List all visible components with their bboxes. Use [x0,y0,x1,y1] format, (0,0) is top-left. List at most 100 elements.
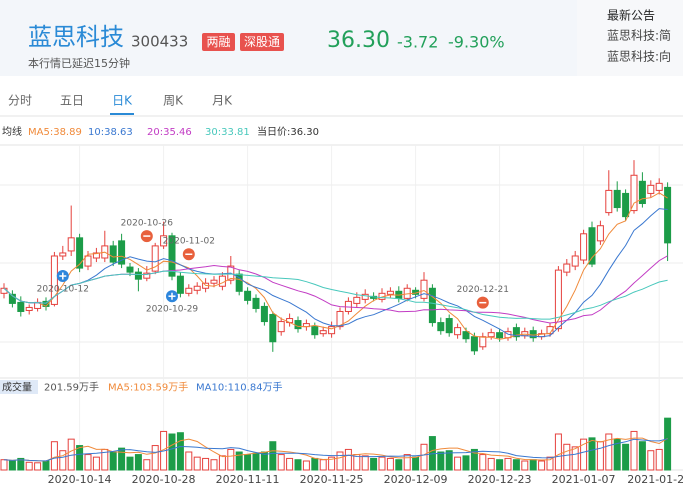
candle-body [76,237,84,269]
candle-body [496,332,504,339]
volume-bar [412,456,420,471]
volume-bar [512,459,520,471]
volume-bar [546,456,554,471]
ma-line [3,270,668,320]
header-bg [0,0,577,76]
x-tick-label: 2021-01-07 [552,473,616,486]
volume-bar [588,437,596,471]
tab[interactable]: 月K [212,94,233,108]
x-tick-label: 2020-10-28 [132,473,196,486]
volume-bar [59,450,67,471]
delay-note: 本行情已延迟15分钟 [28,56,130,70]
volume-bar [445,450,453,471]
candle-body [59,252,67,257]
volume-bar [202,457,210,471]
candle-body [420,279,428,299]
candle-body [580,233,588,261]
candle-body [269,314,277,343]
candle-body [126,266,134,273]
volume-bar [563,443,571,471]
volume-bar [109,451,117,471]
candle-body [361,293,369,300]
volume-bar [630,430,638,471]
candle-body [168,235,176,277]
volume-bar [370,457,378,471]
candle-body [613,189,621,209]
volume-bar [571,446,579,471]
notice-item[interactable]: 蓝思科技:向 [607,49,671,64]
change-pct: -9.30% [448,33,505,52]
volume-bar [479,454,487,471]
volume-bar [613,438,621,471]
volume-bar [143,459,151,471]
volume-bar [118,447,126,471]
candle-body [17,301,25,312]
volume-bar [84,454,92,471]
candle-body [596,225,604,242]
volume-bar [227,448,235,471]
volume-bar [277,454,285,471]
volume-bar [302,460,310,471]
volume-bar [210,459,218,471]
tab[interactable]: 五日 [60,94,84,108]
volume-bar [0,459,8,471]
tab[interactable]: 周K [163,94,184,108]
candle-body [336,310,344,328]
tab[interactable]: 分时 [8,94,32,108]
candle-body [454,327,462,336]
volume-bar [42,460,50,471]
candle-body [84,255,92,267]
candle-body [554,269,562,330]
badge [240,33,284,51]
volume-bar [386,457,394,471]
volume-bar [244,454,252,471]
x-tick-label: 2021-01-20 [627,473,683,486]
candle-body [470,336,478,352]
volume-bar [92,456,100,471]
candle-body [487,332,495,338]
volume-bar [596,441,604,471]
candle-body [118,240,126,265]
candle-body [655,182,663,191]
volume-bar [252,452,260,471]
candle-body [638,180,646,205]
ma-legend: 10:38.63 [88,127,133,138]
volume-title: 成交量 [2,381,32,394]
volume-bar [344,448,352,471]
volume-bar [496,459,504,471]
badge-text: 两融 [206,35,230,49]
change: -3.72 [397,33,438,52]
candle-body [311,326,319,336]
candle-body [244,290,252,301]
volume-bar [403,454,411,471]
volume-bar [664,417,672,471]
volume-bar [655,448,663,471]
candle-body [622,192,630,218]
marker-label: 2020-12-21 [457,285,509,295]
candle-body [630,174,638,212]
x-tick-label: 2020-12-23 [468,473,532,486]
volume-bar [361,455,369,471]
tab[interactable]: 日K [112,94,133,108]
candle-body [134,271,142,280]
candle-body [210,279,218,284]
volume-bar [76,445,84,471]
ma-legend: 30:33.81 [205,127,250,138]
candle-body [294,320,302,330]
notice-title: 最新公告 [607,8,655,23]
candle-body [260,305,268,323]
candle-body [605,189,613,214]
candle-body [462,331,470,340]
volume-ma-legend: MA5:103.59万手 [108,381,188,394]
volume-bar [193,456,201,471]
candle-body [176,275,184,294]
candle-body [193,285,201,291]
notice-item[interactable]: 蓝思科技:简 [607,29,671,43]
ma-legend: 20:35.46 [147,127,192,138]
candle-body [328,326,336,335]
x-tick-label: 2020-12-09 [384,473,448,486]
marker-label: 2020-10-12 [37,285,89,295]
volume-bar [286,457,294,471]
ma-legend: MA5:38.89 [28,127,82,138]
volume-bar [176,432,184,471]
